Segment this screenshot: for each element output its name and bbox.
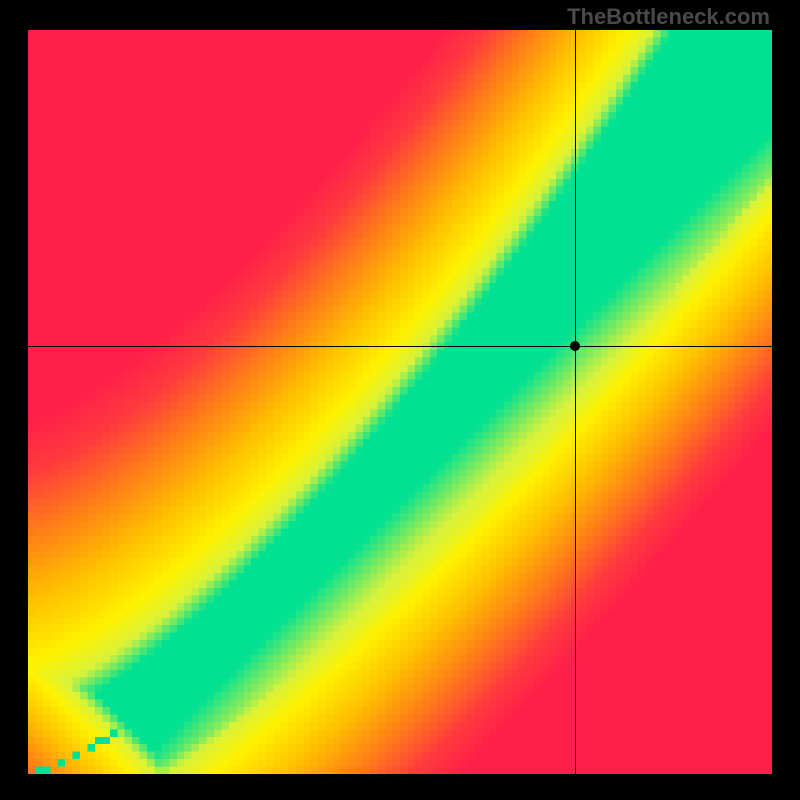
chart-container: { "watermark": { "text": "TheBottleneck.… — [0, 0, 800, 800]
crosshair-horizontal — [28, 346, 772, 347]
watermark-text: TheBottleneck.com — [567, 4, 770, 30]
bottleneck-heatmap — [28, 30, 772, 774]
crosshair-marker[interactable] — [570, 341, 580, 351]
crosshair-vertical — [575, 30, 576, 774]
